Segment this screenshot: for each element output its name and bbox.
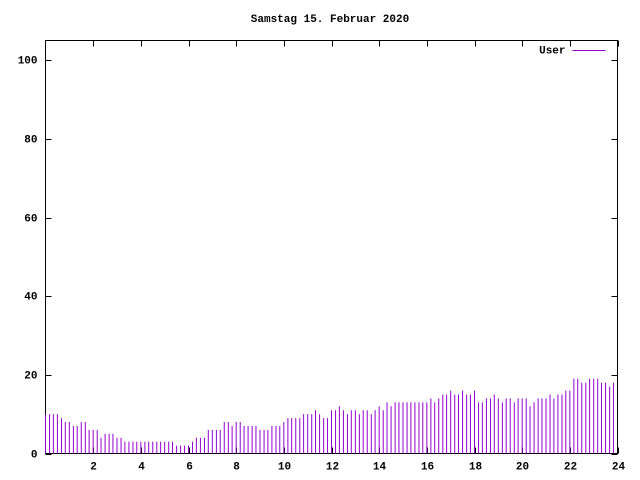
x-tick-label: 4 bbox=[138, 461, 145, 473]
y-tick-label: 0 bbox=[31, 449, 38, 461]
x-tick-label: 12 bbox=[326, 461, 339, 473]
x-tick-label: 16 bbox=[421, 461, 434, 473]
x-tick-label: 8 bbox=[233, 461, 240, 473]
y-tick-label: 40 bbox=[24, 291, 37, 303]
x-tick-label: 10 bbox=[278, 461, 291, 473]
x-tick-label: 24 bbox=[612, 461, 626, 473]
x-tick-label: 6 bbox=[186, 461, 193, 473]
legend-label: User bbox=[539, 45, 565, 57]
y-tick-label: 60 bbox=[24, 213, 37, 225]
x-tick-label: 20 bbox=[516, 461, 529, 473]
x-tick-label: 18 bbox=[469, 461, 483, 473]
x-tick-label: 14 bbox=[373, 461, 387, 473]
x-tick-label: 22 bbox=[564, 461, 577, 473]
y-tick-label: 80 bbox=[24, 134, 37, 146]
chart-title: Samstag 15. Februar 2020 bbox=[251, 14, 409, 26]
x-tick-label: 2 bbox=[90, 461, 97, 473]
plot-border bbox=[45, 40, 618, 454]
y-tick-label: 20 bbox=[24, 370, 37, 382]
y-tick-label: 100 bbox=[18, 55, 38, 67]
